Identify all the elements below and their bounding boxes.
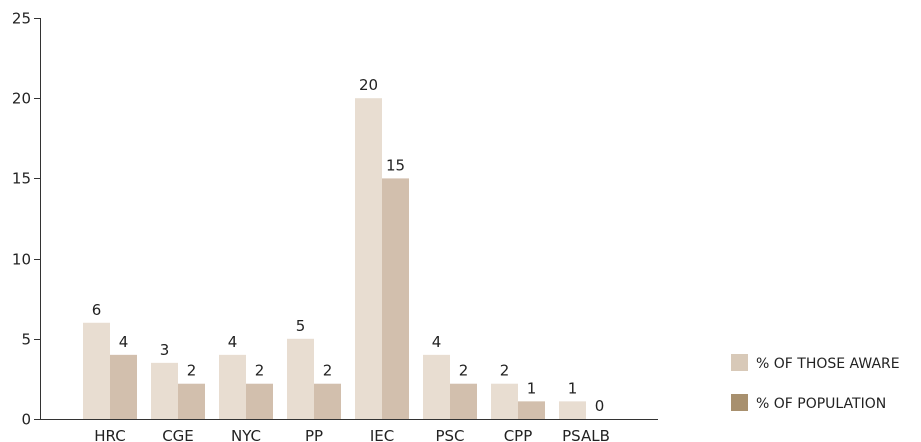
y-axis-ticks: 0 5 10 15 20 25: [12, 10, 40, 429]
data-label: 1: [527, 379, 537, 397]
y-tick-label: 0: [21, 411, 31, 429]
data-label: 2: [187, 362, 197, 380]
data-label: 2: [500, 362, 510, 380]
legend-label: % OF POPULATION: [756, 396, 886, 412]
data-label: 2: [255, 362, 265, 380]
data-label: 4: [228, 333, 238, 351]
bar: [518, 401, 545, 419]
x-tick-label: IEC: [370, 427, 394, 442]
data-label: 1: [568, 379, 578, 397]
legend-swatch: [731, 354, 748, 371]
x-tick-label: PSALB: [562, 427, 610, 442]
x-tick-label: CGE: [162, 427, 194, 442]
data-label: 0: [595, 397, 605, 415]
y-tick-label: 10: [12, 251, 31, 269]
y-tick-label: 20: [12, 90, 31, 108]
data-label: 6: [92, 301, 102, 319]
x-tick-label: NYC: [231, 427, 261, 442]
bar: [491, 383, 518, 419]
x-axis-labels: HRC CGE NYC PP IEC PSC CPP PSALB: [94, 427, 610, 442]
bar: [314, 383, 341, 419]
y-tick-label: 15: [12, 170, 31, 188]
bar: [450, 383, 477, 419]
y-tick-label: 25: [12, 10, 31, 28]
bar: [178, 383, 205, 419]
bar: [355, 98, 382, 419]
legend-swatch: [731, 394, 748, 411]
legend-label: % OF THOSE AWARE: [756, 356, 900, 372]
data-label: 4: [432, 333, 442, 351]
bars: [83, 98, 586, 419]
bar: [287, 338, 314, 419]
bar: [110, 354, 137, 419]
data-label: 5: [296, 317, 306, 335]
bar: [151, 362, 178, 419]
bar: [382, 178, 409, 419]
bar: [559, 401, 586, 419]
legend: % OF THOSE AWARE % OF POPULATION: [731, 354, 900, 412]
x-tick-label: PSC: [435, 427, 464, 442]
bar: [423, 354, 450, 419]
bar: [246, 383, 273, 419]
data-label: 2: [459, 362, 469, 380]
data-label: 15: [386, 156, 405, 174]
x-tick-label: HRC: [94, 427, 125, 442]
data-label: 4: [119, 333, 129, 351]
data-label: 3: [160, 341, 170, 359]
bar: [219, 354, 246, 419]
x-tick-label: CPP: [504, 427, 533, 442]
x-tick-label: PP: [305, 427, 323, 442]
data-label: 20: [359, 76, 378, 94]
data-label: 2: [323, 362, 333, 380]
bar: [83, 322, 110, 419]
y-tick-label: 5: [21, 331, 31, 349]
